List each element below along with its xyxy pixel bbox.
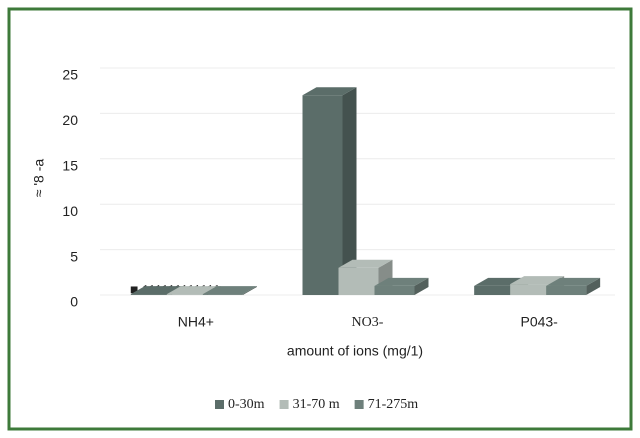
y-tick-label: 10 [62, 203, 78, 219]
y-tick-label: 20 [62, 112, 78, 128]
bar [202, 286, 257, 295]
x-tick-label: P043- [520, 314, 558, 330]
y-tick-label: 5 [70, 248, 78, 264]
legend-swatch [215, 400, 224, 409]
legend-label: 71-275m [368, 397, 419, 412]
legend-label: 31-70 m [293, 397, 340, 412]
bar [302, 87, 357, 296]
bar [374, 277, 429, 295]
y-axis-label: ≈ '8 -a [31, 159, 47, 198]
legend-swatch [354, 400, 364, 409]
y-tick-label: 15 [62, 158, 78, 174]
x-axis-label: amount of ions (mg/1) [287, 343, 423, 359]
legend-label: 0-30m [228, 397, 265, 412]
legend-swatch [279, 400, 289, 409]
y-tick-label: 0 [70, 294, 78, 310]
x-tick-label: NH4+ [178, 314, 214, 330]
bar [546, 277, 601, 295]
y-tick-label: 25 [62, 67, 78, 83]
x-tick-label: NO3- [352, 315, 384, 330]
